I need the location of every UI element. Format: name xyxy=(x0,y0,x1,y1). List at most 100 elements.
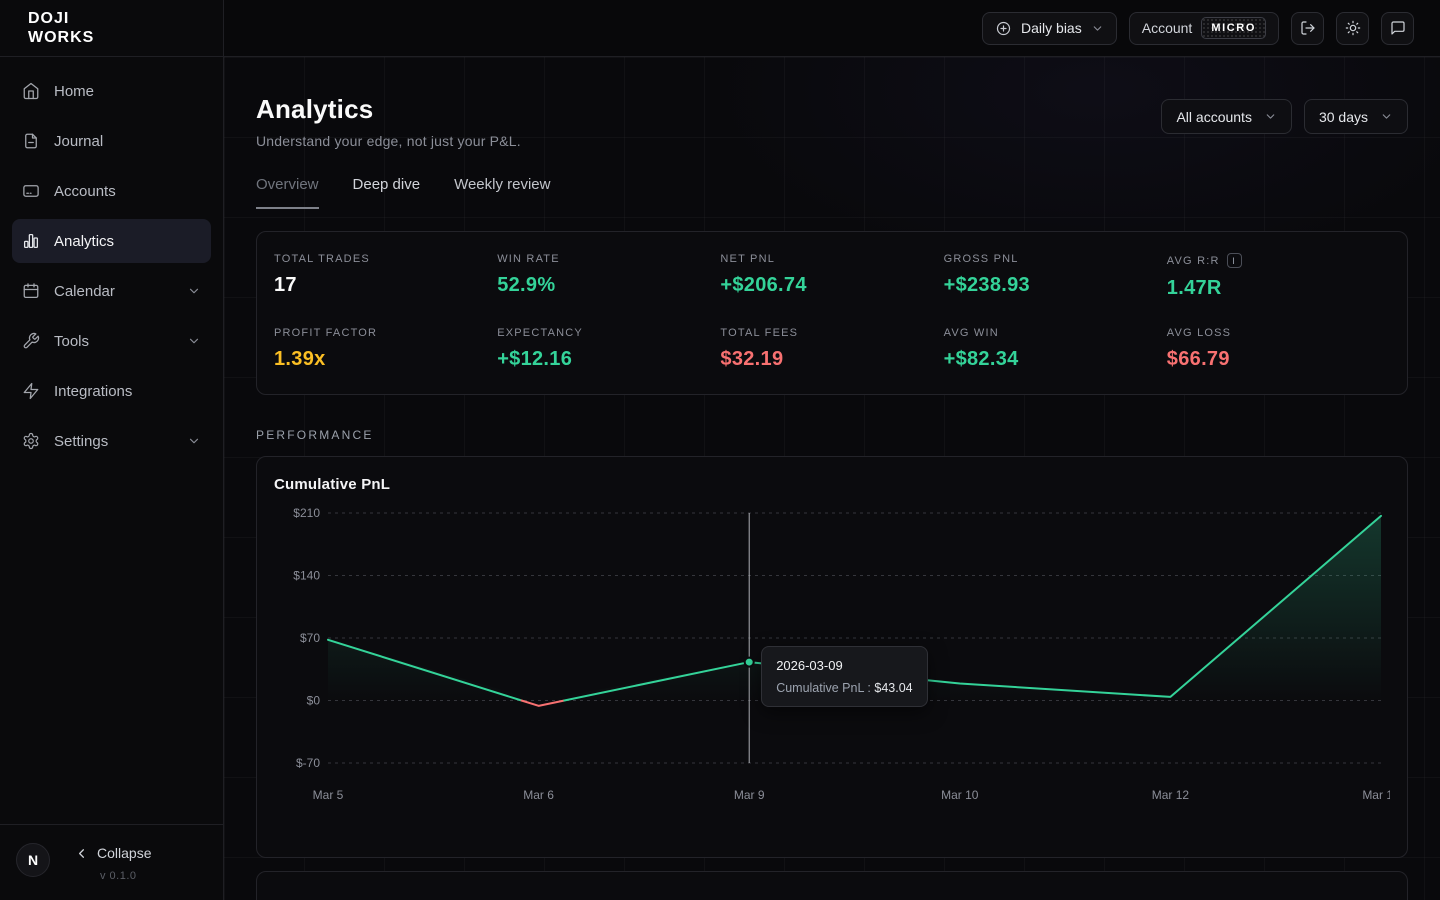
stat-value: +$12.16 xyxy=(497,348,720,371)
calendar-icon xyxy=(22,282,40,300)
performance-by-session-card: Performance by session xyxy=(256,871,1408,900)
tab-bar: Overview Deep dive Weekly review xyxy=(256,176,1408,209)
sidebar: DOJI WORKS Home Journal Accounts Analyti… xyxy=(0,0,224,900)
sidebar-item-calendar[interactable]: Calendar xyxy=(12,269,211,313)
stat-value: +$206.74 xyxy=(720,274,943,297)
svg-text:Mar 12: Mar 12 xyxy=(1152,788,1190,802)
stat-profit-factor: PROFIT FACTOR 1.39x xyxy=(274,327,497,371)
stat-label: AVG R:R xyxy=(1167,255,1220,267)
stat-label: PROFIT FACTOR xyxy=(274,327,497,339)
gear-icon xyxy=(22,432,40,450)
stat-label: WIN RATE xyxy=(497,253,720,265)
stat-value: 52.9% xyxy=(497,274,720,297)
chart-canvas[interactable]: $210$140$70$0$-70Mar 5Mar 6Mar 9Mar 10Ma… xyxy=(274,497,1390,809)
stat-avg-loss: AVG LOSS $66.79 xyxy=(1167,327,1390,371)
sidebar-item-label: Journal xyxy=(54,133,103,150)
sidebar-nav: Home Journal Accounts Analytics Calendar… xyxy=(0,57,223,481)
stat-value: $32.19 xyxy=(720,348,943,371)
stat-total-fees: TOTAL FEES $32.19 xyxy=(720,327,943,371)
chevron-down-icon xyxy=(187,434,201,448)
stat-label: AVG LOSS xyxy=(1167,327,1390,339)
info-icon[interactable]: i xyxy=(1227,253,1242,268)
feedback-button[interactable] xyxy=(1381,12,1414,45)
page-title: Analytics xyxy=(256,94,521,125)
stat-avg-rr: AVG R:R i 1.47R xyxy=(1167,253,1390,300)
journal-icon xyxy=(22,132,40,150)
chevron-down-icon xyxy=(187,284,201,298)
brand-logo: DOJI WORKS xyxy=(0,0,223,57)
sidebar-item-label: Accounts xyxy=(54,183,116,200)
account-badge: MICRO xyxy=(1201,17,1266,39)
accounts-filter-select[interactable]: All accounts xyxy=(1161,99,1291,134)
accounts-card-icon xyxy=(22,182,40,200)
account-label: Account xyxy=(1142,20,1193,36)
stat-value: 1.39x xyxy=(274,348,497,371)
svg-text:$70: $70 xyxy=(300,631,320,645)
sidebar-item-accounts[interactable]: Accounts xyxy=(12,169,211,213)
tab-overview[interactable]: Overview xyxy=(256,176,319,209)
home-icon xyxy=(22,82,40,100)
collapse-button[interactable]: Collapse xyxy=(74,845,151,861)
chat-bubble-icon xyxy=(1390,20,1406,36)
avatar[interactable]: N xyxy=(16,843,50,877)
daily-bias-label: Daily bias xyxy=(1021,20,1082,36)
cumulative-pnl-chart[interactable]: $210$140$70$0$-70Mar 5Mar 6Mar 9Mar 10Ma… xyxy=(274,497,1390,814)
svg-text:Mar 10: Mar 10 xyxy=(941,788,979,802)
sign-out-button[interactable] xyxy=(1291,12,1324,45)
stat-label: NET PNL xyxy=(720,253,943,265)
main-content: Analytics Understand your edge, not just… xyxy=(224,57,1440,900)
sidebar-item-journal[interactable]: Journal xyxy=(12,119,211,163)
stat-win-rate: WIN RATE 52.9% xyxy=(497,253,720,300)
account-switcher[interactable]: Account MICRO xyxy=(1129,12,1279,45)
stat-expectancy: EXPECTANCY +$12.16 xyxy=(497,327,720,371)
brand-line2: WORKS xyxy=(28,29,223,48)
page-subtitle: Understand your edge, not just your P&L. xyxy=(256,133,521,149)
sign-out-icon xyxy=(1300,20,1316,36)
stat-label: TOTAL TRADES xyxy=(274,253,497,265)
sidebar-item-home[interactable]: Home xyxy=(12,69,211,113)
brand-line1: DOJI xyxy=(28,10,223,29)
svg-text:Mar 13: Mar 13 xyxy=(1362,788,1390,802)
sidebar-item-integrations[interactable]: Integrations xyxy=(12,369,211,413)
stat-value: 17 xyxy=(274,274,497,297)
chart-title: Cumulative PnL xyxy=(274,476,1390,493)
sidebar-item-label: Integrations xyxy=(54,383,132,400)
tab-weekly-review[interactable]: Weekly review xyxy=(454,176,550,209)
app-version: v 0.1.0 xyxy=(100,870,151,882)
sidebar-item-label: Home xyxy=(54,83,94,100)
stat-label: AVG WIN xyxy=(944,327,1167,339)
sun-icon xyxy=(1345,20,1361,36)
svg-text:$-70: $-70 xyxy=(296,756,320,770)
tab-deep-dive[interactable]: Deep dive xyxy=(353,176,421,209)
svg-text:Mar 9: Mar 9 xyxy=(734,788,765,802)
stat-gross-pnl: GROSS PNL +$238.93 xyxy=(944,253,1167,300)
bar-chart-icon xyxy=(22,232,40,250)
zap-icon xyxy=(22,382,40,400)
target-icon xyxy=(995,20,1012,37)
chevron-left-icon xyxy=(74,846,89,861)
sidebar-item-tools[interactable]: Tools xyxy=(12,319,211,363)
stat-value: +$82.34 xyxy=(944,348,1167,371)
chevron-down-icon xyxy=(1091,22,1104,35)
date-range-select[interactable]: 30 days xyxy=(1304,99,1408,134)
svg-text:Mar 6: Mar 6 xyxy=(523,788,554,802)
sidebar-footer: N Collapse v 0.1.0 xyxy=(0,824,223,900)
sidebar-item-label: Tools xyxy=(54,333,89,350)
stats-summary-card: TOTAL TRADES 17 WIN RATE 52.9% NET PNL +… xyxy=(256,231,1408,395)
daily-bias-button[interactable]: Daily bias xyxy=(982,12,1117,45)
date-range-value: 30 days xyxy=(1319,109,1368,125)
svg-text:$0: $0 xyxy=(307,694,321,708)
cumulative-pnl-card: Cumulative PnL $210$140$70$0$-70Mar 5Mar… xyxy=(256,456,1408,858)
chevron-down-icon xyxy=(187,334,201,348)
chevron-down-icon xyxy=(1380,110,1393,123)
accounts-filter-value: All accounts xyxy=(1176,109,1251,125)
theme-toggle-button[interactable] xyxy=(1336,12,1369,45)
stat-label: TOTAL FEES xyxy=(720,327,943,339)
sidebar-item-settings[interactable]: Settings xyxy=(12,419,211,463)
sidebar-item-analytics[interactable]: Analytics xyxy=(12,219,211,263)
stat-value: 1.47R xyxy=(1167,277,1390,300)
stat-label: EXPECTANCY xyxy=(497,327,720,339)
performance-section-label: PERFORMANCE xyxy=(256,428,1408,442)
sidebar-item-label: Analytics xyxy=(54,233,114,250)
stat-avg-win: AVG WIN +$82.34 xyxy=(944,327,1167,371)
